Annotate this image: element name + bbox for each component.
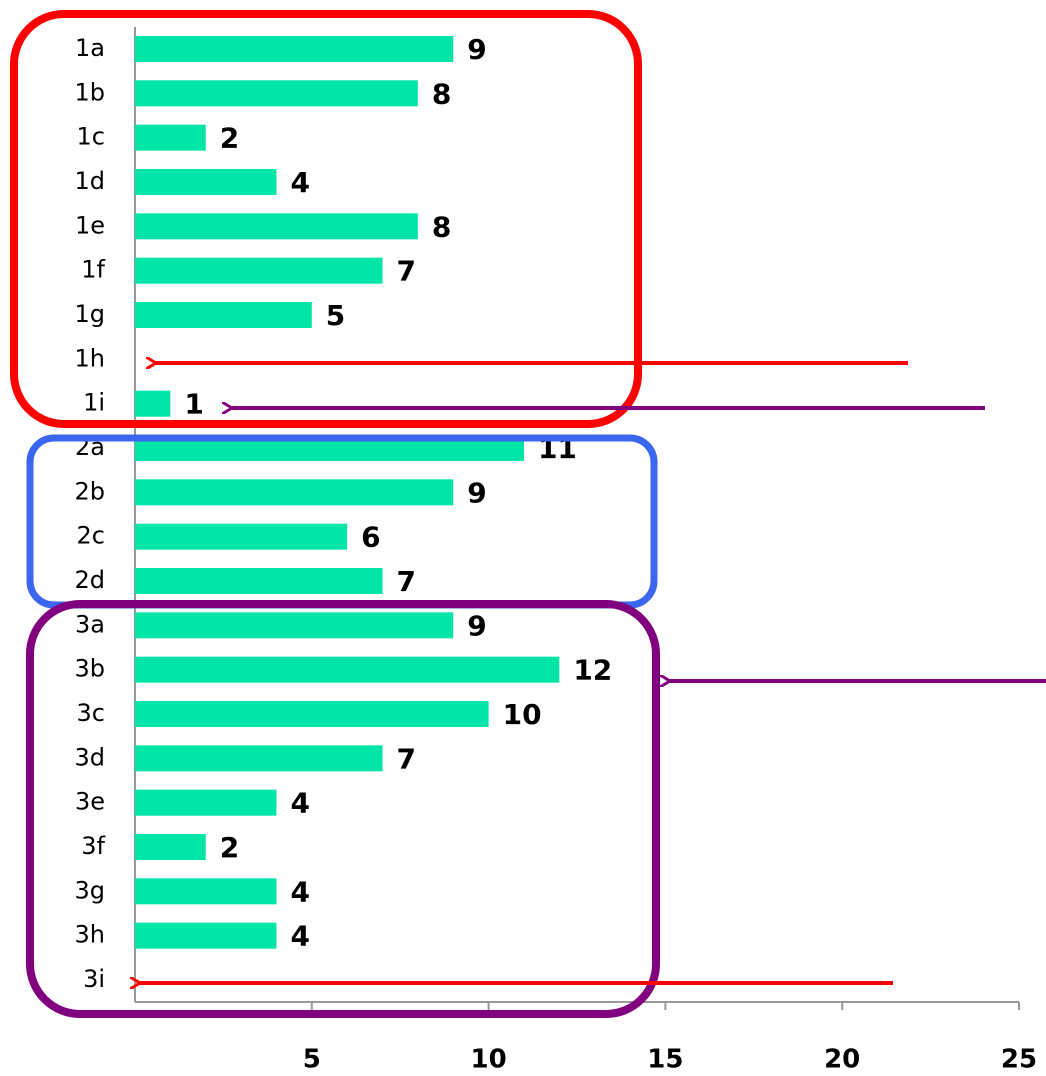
bar [135, 257, 383, 284]
x-tick-label: 10 [471, 1045, 507, 1075]
bar [135, 878, 277, 905]
x-tick-label: 25 [1001, 1045, 1037, 1075]
y-tick-label: 3f [81, 832, 105, 860]
y-tick-label: 1h [75, 344, 105, 372]
value-label: 9 [467, 33, 486, 66]
y-tick-label: 3a [75, 610, 105, 638]
value-label: 7 [397, 565, 416, 598]
y-tick-label: 3g [74, 876, 105, 904]
y-tick-label: 1a [75, 34, 105, 62]
y-tick-label: 3e [75, 788, 105, 816]
value-label: 7 [397, 742, 416, 775]
y-tick-label: 2b [74, 477, 105, 505]
y-tick-label: 1i [83, 389, 105, 417]
bar [135, 213, 418, 240]
group-box [10, 10, 642, 428]
value-label: 8 [432, 210, 451, 243]
value-label: 2 [220, 122, 239, 155]
annotations [10, 10, 1046, 1018]
bar [135, 390, 171, 417]
bar [135, 656, 560, 683]
value-label: 5 [326, 299, 345, 332]
x-tick-label: 20 [824, 1045, 860, 1075]
x-tick-label: 15 [647, 1045, 683, 1075]
y-tick-label: 2d [74, 566, 105, 594]
bar [135, 612, 454, 639]
bar [135, 834, 206, 860]
bar [135, 302, 312, 328]
y-tick-label: 3c [77, 699, 105, 727]
group-box [26, 600, 660, 1018]
value-label: 6 [361, 521, 380, 554]
bar [135, 80, 418, 107]
y-tick-label: 1c [77, 123, 105, 151]
value-label: 1 [184, 388, 203, 421]
y-tick-label: 1e [75, 211, 105, 239]
bar [135, 922, 277, 949]
value-label: 12 [573, 654, 612, 687]
y-tick-label: 1b [74, 78, 105, 106]
bar [135, 568, 383, 594]
value-label: 4 [290, 920, 309, 953]
y-tick-label: 1g [74, 300, 105, 328]
value-label: 4 [290, 875, 309, 908]
bar [135, 523, 348, 550]
value-label: 9 [467, 476, 486, 509]
bar [135, 124, 206, 151]
y-tick-label: 3i [83, 965, 105, 993]
bar [135, 479, 454, 506]
y-tick-label: 3h [75, 921, 105, 949]
axes: 5 10 15 20 251a1b1c1d1e1f1g1h1i2a2b2c2d3a3b3… [74, 27, 1037, 1075]
y-tick-label: 1d [74, 167, 105, 195]
value-label: 2 [220, 831, 239, 864]
y-tick-label: 2c [77, 522, 105, 550]
bar [135, 789, 277, 816]
value-label: 10 [503, 698, 542, 731]
value-label: 7 [397, 255, 416, 288]
bar [135, 169, 277, 195]
y-tick-label: 1f [81, 256, 105, 284]
value-label: 4 [290, 166, 309, 199]
y-tick-label: 3b [74, 655, 105, 683]
value-label: 4 [290, 787, 309, 820]
x-tick-label: 5 [303, 1045, 321, 1075]
y-tick-label: 3d [74, 743, 105, 771]
value-label: 9 [467, 609, 486, 642]
bar [135, 36, 454, 62]
bar [135, 745, 383, 772]
bar [135, 701, 489, 727]
value-label: 8 [432, 77, 451, 110]
